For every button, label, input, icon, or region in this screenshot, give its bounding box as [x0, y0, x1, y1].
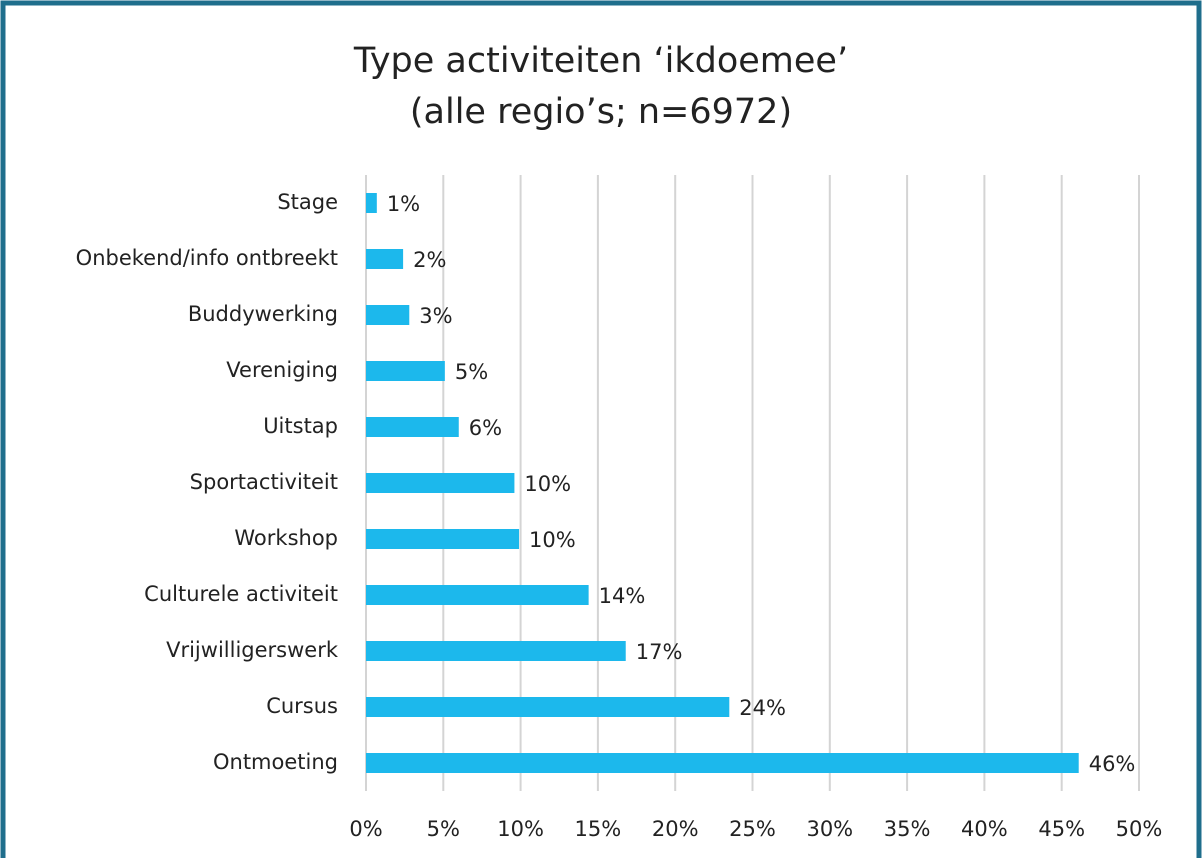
- bar: [366, 361, 445, 381]
- bar: [366, 641, 626, 661]
- x-tick-label: 30%: [806, 817, 853, 841]
- y-tick-label: Culturele activiteit: [144, 582, 338, 606]
- bar: [366, 305, 410, 325]
- x-tick-label: 20%: [652, 817, 699, 841]
- bar: [366, 193, 377, 213]
- bar: [366, 753, 1079, 773]
- data-label: 5%: [455, 360, 488, 384]
- x-tick-label: 0%: [349, 817, 382, 841]
- bar: [366, 529, 520, 549]
- y-tick-label: Buddywerking: [188, 302, 338, 326]
- x-tick-label: 45%: [1038, 817, 1085, 841]
- x-tick-label: 35%: [884, 817, 931, 841]
- y-tick-label: Cursus: [266, 694, 338, 718]
- chart-title: Type activiteiten ‘ikdoemee’: [353, 41, 848, 81]
- data-label: 17%: [636, 640, 683, 664]
- data-label: 2%: [413, 248, 446, 272]
- data-label: 10%: [529, 528, 576, 552]
- data-label: 6%: [469, 416, 502, 440]
- x-tick-label: 10%: [497, 817, 544, 841]
- bar: [366, 697, 730, 717]
- y-tick-label: Sportactiviteit: [190, 470, 338, 494]
- y-tick-label: Onbekend/info ontbreekt: [76, 246, 338, 270]
- y-tick-label: Stage: [277, 190, 338, 214]
- y-tick-label: Workshop: [234, 526, 338, 550]
- data-label: 3%: [419, 304, 452, 328]
- x-tick-label: 50%: [1116, 817, 1163, 841]
- data-label: 24%: [739, 696, 786, 720]
- y-tick-label: Uitstap: [263, 414, 338, 438]
- data-label: 1%: [387, 192, 420, 216]
- bar: [366, 585, 589, 605]
- x-tick-label: 40%: [961, 817, 1008, 841]
- y-tick-label: Vrijwilligerswerk: [166, 638, 339, 662]
- data-label: 46%: [1089, 752, 1136, 776]
- data-label: 14%: [599, 584, 646, 608]
- bar: [366, 473, 515, 493]
- y-tick-label: Ontmoeting: [213, 750, 338, 774]
- data-label: 10%: [524, 472, 571, 496]
- bar: [366, 417, 459, 437]
- y-tick-label: Vereniging: [226, 358, 338, 382]
- x-tick-label: 5%: [427, 817, 460, 841]
- x-tick-label: 15%: [575, 817, 622, 841]
- chart-subtitle: (alle regio’s; n=6972): [410, 92, 792, 132]
- x-tick-label: 25%: [729, 817, 776, 841]
- bar: [366, 249, 404, 269]
